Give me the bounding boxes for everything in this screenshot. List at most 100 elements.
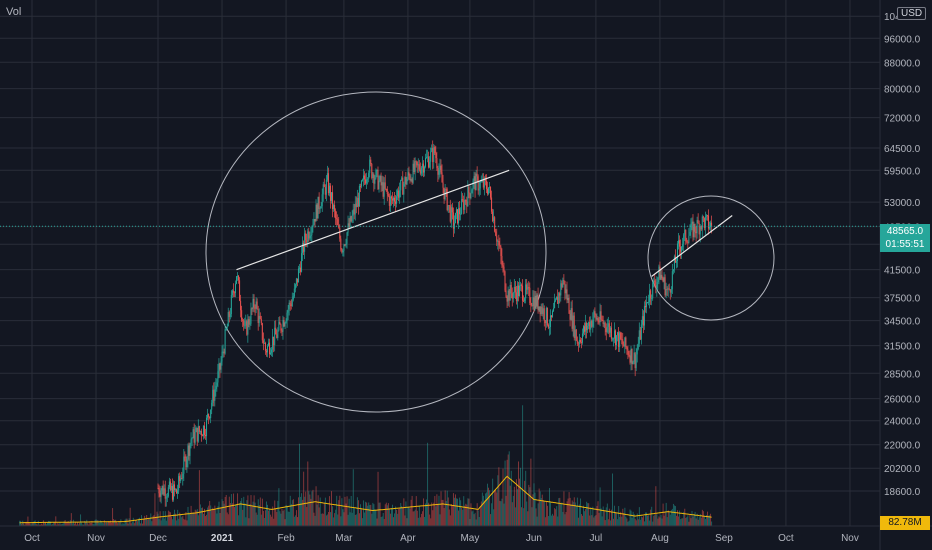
volume-bar xyxy=(366,502,368,526)
volume-bar xyxy=(496,492,498,526)
volume-bar xyxy=(88,524,90,526)
candle-body xyxy=(167,487,169,497)
candle-body xyxy=(705,215,707,217)
time-tick-label: Jun xyxy=(526,533,542,544)
candle-body xyxy=(465,199,467,202)
volume-bar xyxy=(396,509,398,526)
candle-body xyxy=(483,177,485,188)
volume-bar xyxy=(294,515,296,526)
volume-bar xyxy=(22,520,24,526)
volume-bar xyxy=(694,511,696,526)
volume-bar xyxy=(376,518,378,526)
volume-bar xyxy=(259,497,261,526)
candle-body xyxy=(356,197,358,208)
volume-bar xyxy=(478,517,480,526)
candle-body xyxy=(427,156,429,158)
volume-bar xyxy=(134,520,136,526)
volume-bar xyxy=(377,471,379,526)
volume-bar xyxy=(300,496,302,526)
volume-bar xyxy=(26,521,28,526)
volume-bar xyxy=(388,508,390,526)
volume-bar xyxy=(202,507,203,526)
candle-body xyxy=(637,343,639,349)
volume-bar xyxy=(116,521,118,526)
price-axis[interactable]: 104000.096000.088000.080000.072000.06450… xyxy=(884,12,926,498)
volume-bar xyxy=(238,515,240,526)
volume-bar xyxy=(69,520,71,526)
volume-bar xyxy=(444,490,446,526)
volume-bar xyxy=(322,513,324,526)
volume-bar xyxy=(563,491,565,526)
candle-body xyxy=(487,187,489,194)
volume-bar xyxy=(604,520,606,526)
candle-body xyxy=(680,246,682,252)
volume-bar xyxy=(159,511,161,526)
candle-body xyxy=(290,304,292,306)
volume-bar xyxy=(268,510,270,526)
volume-bar xyxy=(451,505,453,526)
volume-bar xyxy=(72,519,74,526)
candle-body xyxy=(532,297,534,307)
candle-body xyxy=(663,277,665,282)
volume-indicator-label[interactable]: Vol xyxy=(6,6,22,18)
candle-body xyxy=(419,169,421,174)
candle-body xyxy=(410,179,412,181)
candle-body xyxy=(303,242,305,252)
candle-body xyxy=(643,305,645,326)
volume-bar xyxy=(289,495,291,526)
candle-body xyxy=(655,285,657,289)
volume-bar xyxy=(248,518,250,526)
volume-bar xyxy=(394,513,396,526)
volume-bar xyxy=(298,497,299,526)
volume-bar xyxy=(428,502,430,526)
volume-bar xyxy=(663,515,665,526)
candle-body xyxy=(329,185,331,201)
candle-body xyxy=(435,153,437,159)
candle-body xyxy=(650,290,652,299)
volume-bar xyxy=(672,503,674,526)
candle-body xyxy=(228,312,230,317)
candle-body xyxy=(499,245,501,247)
candle-body xyxy=(271,349,273,353)
time-tick-label: Feb xyxy=(277,533,295,544)
candle-body xyxy=(305,233,307,241)
volume-bar xyxy=(684,508,686,526)
candle-body xyxy=(308,231,310,239)
volume-bar xyxy=(161,518,163,526)
time-tick-label: Dec xyxy=(149,533,167,544)
currency-label[interactable]: USD xyxy=(897,7,927,20)
volume-bar xyxy=(448,509,450,526)
candle-body xyxy=(355,203,357,208)
candle-body xyxy=(213,389,215,401)
volume-bar xyxy=(55,516,57,526)
candle-body xyxy=(552,311,554,318)
candle-body xyxy=(260,318,262,324)
candle-body xyxy=(266,345,268,353)
candle-body xyxy=(501,255,503,266)
candle-body xyxy=(372,174,374,179)
candle-body xyxy=(354,203,356,215)
candle-body xyxy=(554,300,556,309)
volume-bar xyxy=(430,518,432,526)
candle-body xyxy=(442,182,444,188)
candle-body xyxy=(399,190,401,198)
candle-body xyxy=(576,340,578,344)
volume-bar xyxy=(308,491,310,526)
time-axis[interactable]: Oct Nov Dec 2021 Feb Mar Apr May Jun Jul Aug Sep Oct… xyxy=(24,533,859,544)
candle-body xyxy=(695,231,697,234)
candle-body xyxy=(169,481,171,491)
candle-body xyxy=(293,288,295,297)
volume-bar xyxy=(263,517,265,526)
candle-body xyxy=(164,488,166,499)
volume-bar xyxy=(651,506,653,526)
volume-bar xyxy=(610,509,612,526)
volume-bar xyxy=(506,459,508,526)
volume-bar xyxy=(182,515,184,526)
volume-bar xyxy=(282,510,284,526)
time-tick-label: Oct xyxy=(24,533,40,544)
volume-bar xyxy=(353,508,355,526)
volume-bar xyxy=(682,518,684,526)
volume-bar xyxy=(687,515,689,526)
volume-bar xyxy=(411,495,413,526)
